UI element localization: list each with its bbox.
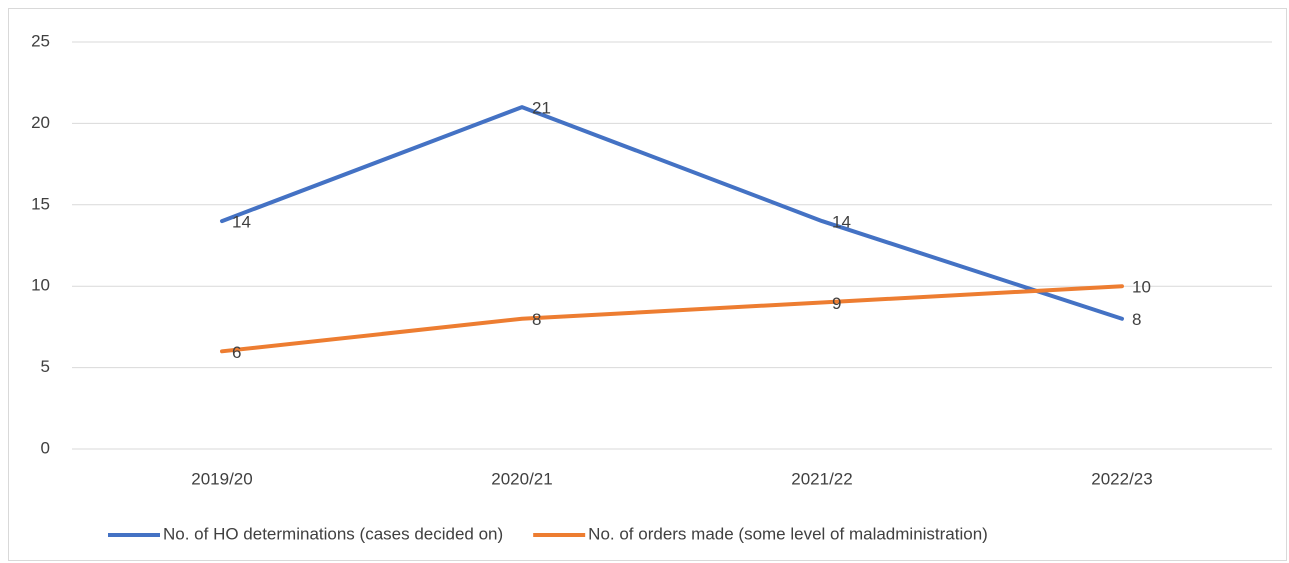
data-label: 6 xyxy=(232,343,241,362)
data-label: 14 xyxy=(232,213,251,232)
series-line xyxy=(220,105,1124,321)
series-line xyxy=(220,284,1124,354)
x-tick-label: 2020/21 xyxy=(491,469,552,488)
x-tick-label: 2019/20 xyxy=(191,469,252,488)
y-tick-label: 0 xyxy=(41,438,50,457)
y-tick-label: 25 xyxy=(31,31,50,50)
data-label: 10 xyxy=(1132,278,1151,297)
data-label: 8 xyxy=(1132,310,1141,329)
y-tick-label: 10 xyxy=(31,276,50,295)
data-label: 9 xyxy=(832,294,841,313)
data-label: 21 xyxy=(532,99,551,118)
y-tick-label: 20 xyxy=(31,113,50,132)
y-tick-label: 15 xyxy=(31,194,50,213)
chart-border xyxy=(8,8,1287,561)
y-tick-label: 5 xyxy=(41,357,50,376)
data-label: 14 xyxy=(832,213,851,232)
data-label: 8 xyxy=(532,310,541,329)
legend-label: No. of orders made (some level of maladm… xyxy=(588,524,988,543)
legend-label: No. of HO determinations (cases decided … xyxy=(163,524,503,543)
x-tick-label: 2021/22 xyxy=(791,469,852,488)
x-tick-label: 2022/23 xyxy=(1091,469,1152,488)
